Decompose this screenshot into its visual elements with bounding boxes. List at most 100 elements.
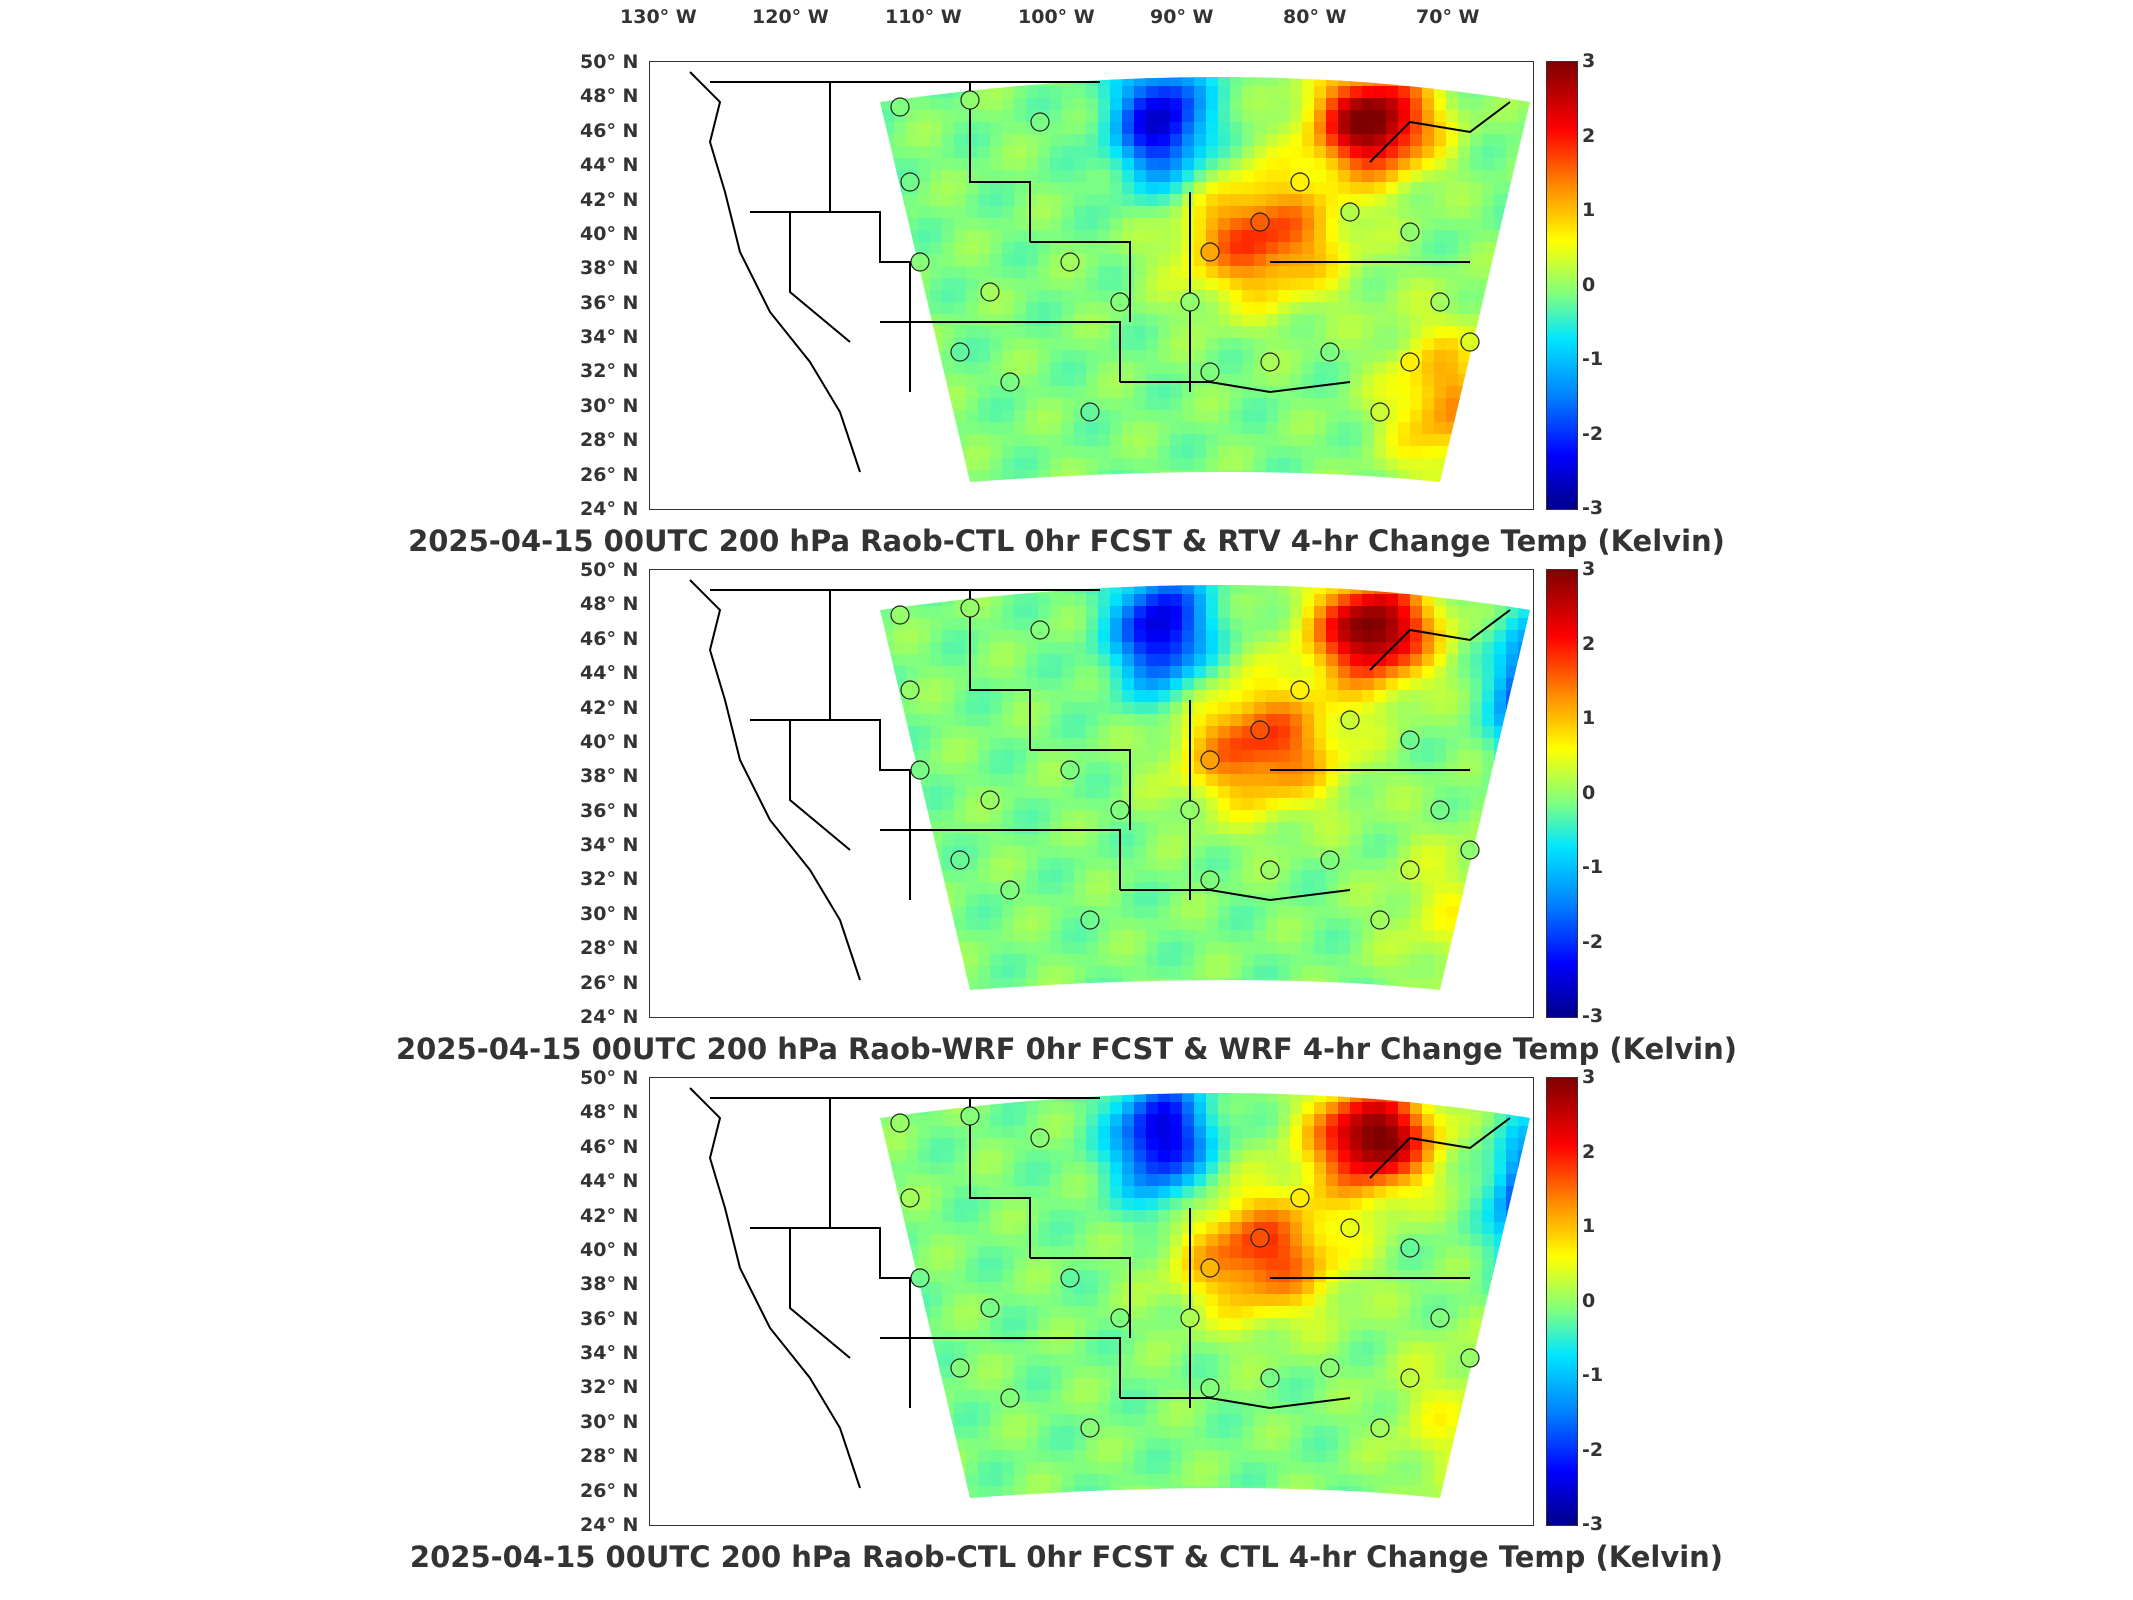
lat-label: 46° N <box>580 1135 639 1158</box>
raob-station-marker <box>960 90 980 110</box>
raob-station-marker <box>1180 1308 1200 1328</box>
raob-station-marker <box>1200 750 1220 770</box>
raob-station-marker <box>890 605 910 625</box>
raob-station-marker <box>890 1113 910 1133</box>
lat-label: 48° N <box>580 1101 639 1124</box>
raob-station-marker <box>1080 402 1100 422</box>
colorbar-tick-label: -3 <box>1582 1005 1604 1027</box>
lat-label: 36° N <box>580 291 639 314</box>
lat-label: 38° N <box>580 765 639 788</box>
lat-label: 44° N <box>580 1170 639 1193</box>
raob-station-marker <box>1320 850 1340 870</box>
colorbar-1 <box>1546 61 1578 510</box>
lat-label: 26° N <box>580 1479 639 1502</box>
raob-station-marker <box>1430 800 1450 820</box>
lat-label: 28° N <box>580 937 639 960</box>
raob-station-marker <box>900 172 920 192</box>
state-boundaries <box>689 71 1511 473</box>
lat-label: 46° N <box>580 627 639 650</box>
lon-label: 100° W <box>1018 6 1095 28</box>
lon-label: 80° W <box>1283 6 1347 28</box>
lat-label: 36° N <box>580 1307 639 1330</box>
raob-station-marker <box>1430 292 1450 312</box>
lat-label: 24° N <box>580 498 639 520</box>
panel-title-3: 2025-04-15 00UTC 200 hPa Raob-CTL 0hr FC… <box>409 1540 1724 1574</box>
panel-title-1: 2025-04-15 00UTC 200 hPa Raob-CTL 0hr FC… <box>408 524 1725 558</box>
colorbar-tick-label: -3 <box>1582 497 1604 519</box>
raob-station-marker <box>1400 1238 1420 1258</box>
colorbar-tick-label: 2 <box>1582 1140 1596 1163</box>
lat-label: 42° N <box>580 188 639 211</box>
lat-label: 30° N <box>580 394 639 417</box>
colorbar-tick-label: 3 <box>1582 558 1596 580</box>
colorbar-tick-label: -2 <box>1582 422 1604 445</box>
lat-label: 32° N <box>580 360 639 383</box>
lat-label: 38° N <box>580 257 639 280</box>
raob-station-marker <box>1080 910 1100 930</box>
raob-station-marker <box>1200 1258 1220 1278</box>
raob-station-marker <box>900 1188 920 1208</box>
lat-label: 44° N <box>580 662 639 685</box>
lat-label: 28° N <box>580 1445 639 1468</box>
colorbar-tick-label: 1 <box>1582 707 1596 729</box>
lat-label: 50° N <box>580 51 639 73</box>
lat-label: 46° N <box>580 119 639 142</box>
colorbar-tick-label: 3 <box>1582 1066 1596 1088</box>
lon-label: 110° W <box>885 6 962 28</box>
colorbar-3 <box>1546 1077 1578 1526</box>
raob-station-marker <box>1320 1358 1340 1378</box>
raob-station-marker <box>1260 1368 1280 1388</box>
lat-label: 48° N <box>580 85 639 108</box>
colorbar-tick-label: -2 <box>1582 1438 1604 1461</box>
raob-station-marker <box>910 252 930 272</box>
raob-station-marker <box>890 97 910 117</box>
raob-station-marker <box>1370 1418 1390 1438</box>
raob-station-marker <box>1460 1348 1480 1368</box>
colorbar-tick-label: 2 <box>1582 124 1596 147</box>
raob-station-marker <box>1030 620 1050 640</box>
raob-station-marker <box>950 342 970 362</box>
raob-station-marker <box>1400 222 1420 242</box>
lat-label: 24° N <box>580 1514 639 1536</box>
raob-station-marker <box>1110 1308 1130 1328</box>
colorbar-tick-label: -3 <box>1582 1513 1604 1535</box>
lat-label: 44° N <box>580 154 639 177</box>
lat-label: 30° N <box>580 1410 639 1433</box>
raob-station-marker <box>910 1268 930 1288</box>
raob-station-marker <box>1260 860 1280 880</box>
raob-station-marker <box>1000 880 1020 900</box>
lat-label: 50° N <box>580 559 639 581</box>
lat-label: 26° N <box>580 971 639 994</box>
lat-label: 38° N <box>580 1273 639 1296</box>
raob-station-marker <box>1080 1418 1100 1438</box>
raob-station-marker <box>1290 680 1310 700</box>
raob-station-marker <box>1200 1378 1220 1398</box>
raob-station-marker <box>960 1106 980 1126</box>
raob-station-marker <box>1400 860 1420 880</box>
raob-station-marker <box>1460 332 1480 352</box>
colorbar-tick-label: 3 <box>1582 50 1596 72</box>
raob-station-marker <box>1400 1368 1420 1388</box>
lat-label: 32° N <box>580 868 639 891</box>
raob-station-marker <box>1030 112 1050 132</box>
raob-station-marker <box>1030 1128 1050 1148</box>
lon-label: 120° W <box>752 6 829 28</box>
colorbar-tick-label: -2 <box>1582 930 1604 953</box>
raob-station-marker <box>1000 1388 1020 1408</box>
raob-station-marker <box>900 680 920 700</box>
lon-label: 70° W <box>1416 6 1480 28</box>
raob-station-marker <box>1200 242 1220 262</box>
raob-station-marker <box>1400 352 1420 372</box>
lat-label: 42° N <box>580 696 639 719</box>
colorbar-tick-label: 0 <box>1582 1289 1596 1312</box>
lat-label: 32° N <box>580 1376 639 1399</box>
colorbar-tick-label: 0 <box>1582 781 1596 804</box>
raob-station-marker <box>1000 372 1020 392</box>
raob-station-marker <box>1250 1228 1270 1248</box>
raob-station-marker <box>980 282 1000 302</box>
lat-label: 34° N <box>580 326 639 349</box>
map-svg <box>689 71 1530 482</box>
raob-station-marker <box>1060 252 1080 272</box>
map-svg <box>689 579 1530 990</box>
raob-station-marker <box>1340 1218 1360 1238</box>
